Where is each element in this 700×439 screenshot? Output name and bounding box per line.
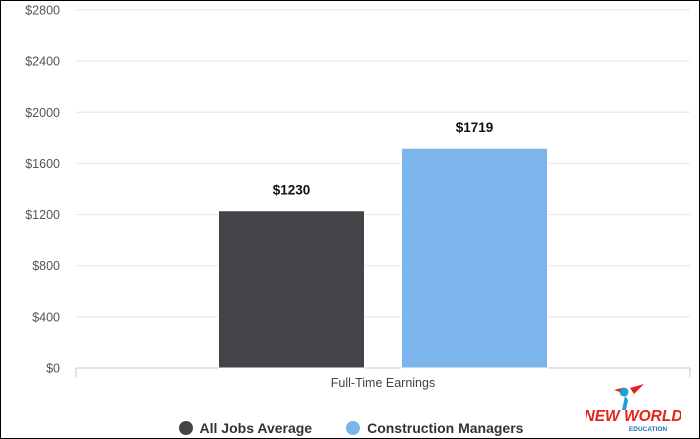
bar-chart: $0 $400 $800 $1200 $1600 $2000 $2400 $2800 Full-… xyxy=(25,4,691,390)
y-tick-label-400: $400 xyxy=(32,310,60,324)
y-tick-label-1600: $1600 xyxy=(25,157,60,171)
logo-star-ray-icon xyxy=(630,384,644,394)
logo-globe-icon xyxy=(619,387,629,397)
new-world-education-logo: NEW WORLD EDUCATION xyxy=(586,384,681,433)
x-category-label: Full-Time Earnings xyxy=(331,376,435,390)
legend-label-all-jobs-average: All Jobs Average xyxy=(199,420,313,436)
bar-all-jobs-average[interactable] xyxy=(218,210,365,369)
legend-item-construction-managers[interactable]: Construction Managers xyxy=(346,420,523,436)
legend-swatch-all-jobs-average xyxy=(178,421,193,435)
chart-legend: All Jobs Average Construction Managers xyxy=(1,420,699,436)
legend-swatch-construction-managers xyxy=(346,421,361,435)
y-tick-label-2000: $2000 xyxy=(25,106,60,120)
logo-figure-icon xyxy=(622,396,628,410)
y-tick-label-2800: $2800 xyxy=(25,4,60,18)
y-tick-label-0: $0 xyxy=(46,362,60,376)
y-tick-label-2400: $2400 xyxy=(25,55,60,69)
y-tick-label-800: $800 xyxy=(32,259,60,273)
y-tick-label-1200: $1200 xyxy=(25,208,60,222)
bar-construction-managers[interactable] xyxy=(401,147,548,369)
data-label-all-jobs-average: $1230 xyxy=(273,183,311,198)
data-label-construction-managers: $1719 xyxy=(456,120,494,135)
legend-label-construction-managers: Construction Managers xyxy=(367,420,524,436)
legend-item-all-jobs-average[interactable]: All Jobs Average xyxy=(178,420,313,436)
logo-text-line2: EDUCATION xyxy=(629,426,667,433)
logo-cap-icon xyxy=(614,388,622,392)
logo-text-line1: NEW WORLD xyxy=(586,408,681,425)
